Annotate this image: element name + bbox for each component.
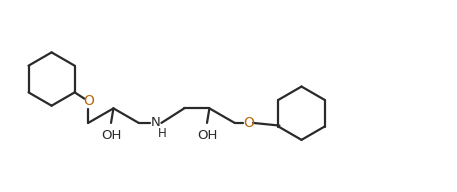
Text: H: H bbox=[158, 127, 167, 140]
Text: N: N bbox=[151, 116, 160, 129]
Text: OH: OH bbox=[101, 129, 121, 142]
Text: OH: OH bbox=[197, 129, 217, 142]
Text: O: O bbox=[83, 94, 94, 108]
Text: O: O bbox=[243, 116, 254, 130]
